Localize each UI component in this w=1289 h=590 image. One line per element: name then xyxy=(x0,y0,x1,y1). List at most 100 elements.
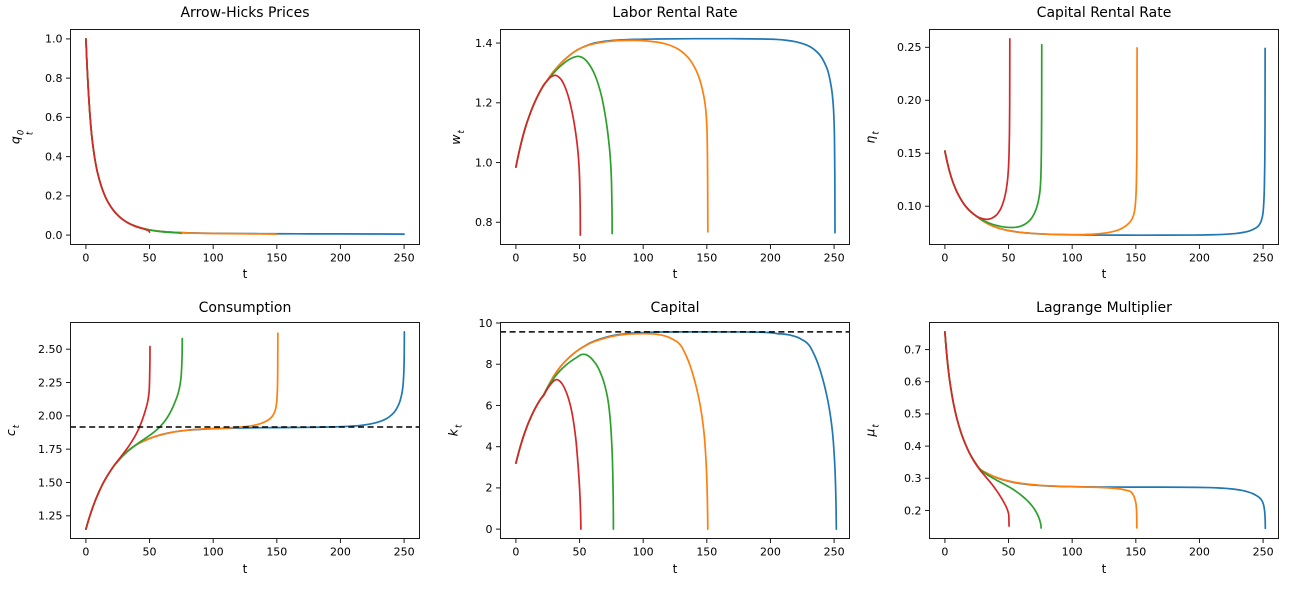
y-tick-label: 1.4 xyxy=(475,37,493,50)
series-line-T=75 xyxy=(515,353,615,530)
axes-frame xyxy=(500,322,850,539)
x-tick-label: 150 xyxy=(266,546,287,559)
x-axis-label: t xyxy=(242,267,248,281)
x-tick-label: 150 xyxy=(1125,546,1146,559)
y-tick-label: 0.2 xyxy=(45,190,63,203)
series-line-T=150 xyxy=(85,38,278,236)
y-tick-label: 1.0 xyxy=(475,156,493,169)
x-tick-label: 100 xyxy=(1062,546,1083,559)
x-tick-label: 250 xyxy=(394,252,415,265)
plot-area-capital-rental-rate: 0 50 100 150 200 250 0.10 0.15 0.20 0.25 xyxy=(897,29,1279,265)
x-axis-label: t xyxy=(1101,267,1107,281)
series-line-T=150 xyxy=(944,331,1138,529)
y-axis-variable: q xyxy=(7,136,23,145)
subplot-title: Labor Rental Rate xyxy=(612,5,738,21)
series-line-T=250 xyxy=(944,331,1267,530)
y-tick-label: 0.6 xyxy=(45,111,63,124)
y-axis-subscript: t xyxy=(871,130,882,135)
y-axis-subscript: t xyxy=(24,131,35,136)
x-tick-label: 200 xyxy=(1189,252,1210,265)
y-axis-subscript: t xyxy=(456,129,467,134)
series-line-T=250 xyxy=(85,38,405,235)
y-tick-label: 4 xyxy=(486,440,493,453)
x-tick-label: 0 xyxy=(512,252,519,265)
series-line-T=50 xyxy=(944,331,1010,527)
subplot-title: Arrow-Hicks Prices xyxy=(180,5,310,21)
x-axis-label: t xyxy=(1101,562,1107,576)
y-tick-label: 0.8 xyxy=(475,216,493,229)
y-tick-label: 8 xyxy=(486,358,493,371)
x-tick-label: 150 xyxy=(696,252,717,265)
x-tick-label: 200 xyxy=(330,546,351,559)
y-tick-label: 0.8 xyxy=(45,72,63,85)
y-axis-variable: c xyxy=(3,429,19,437)
y-tick-label: 0.2 xyxy=(904,504,922,517)
series-line-T=50 xyxy=(85,345,151,530)
plot-area-consumption: 0 50 100 150 200 250 1.25 1.50 1.75 2.00 2.25 2.50 xyxy=(38,322,420,559)
x-tick-label: 200 xyxy=(330,252,351,265)
y-tick-label: 0.4 xyxy=(904,440,922,453)
plot-area-capital: 0 50 100 150 200 250 0 2 4 6 8 10 xyxy=(479,317,850,559)
x-tick-label: 250 xyxy=(824,546,845,559)
y-axis-variable: w xyxy=(447,134,463,145)
series-line-T=250 xyxy=(85,331,406,530)
y-axis-variable: μ xyxy=(862,428,878,437)
y-tick-label: 0 xyxy=(486,523,493,536)
series-line-T=75 xyxy=(944,43,1043,229)
axes-frame xyxy=(929,29,1279,245)
x-tick-label: 100 xyxy=(1062,252,1083,265)
x-tick-label: 250 xyxy=(1253,546,1274,559)
y-tick-label: 1.75 xyxy=(38,443,63,456)
x-tick-label: 50 xyxy=(1002,252,1016,265)
x-tick-label: 100 xyxy=(203,546,224,559)
y-tick-label: 0.20 xyxy=(897,94,922,107)
axes-frame xyxy=(70,29,420,245)
x-tick-label: 50 xyxy=(573,252,587,265)
x-tick-label: 100 xyxy=(633,546,654,559)
y-tick-label: 2.25 xyxy=(38,376,63,389)
series-line-T=50 xyxy=(515,74,582,236)
y-axis-variable: k xyxy=(445,429,461,437)
y-tick-label: 0.15 xyxy=(897,147,922,160)
plot-series-group xyxy=(70,331,420,530)
series-line-T=50 xyxy=(944,38,1011,221)
x-tick-label: 50 xyxy=(143,252,157,265)
x-tick-label: 250 xyxy=(1253,252,1274,265)
x-tick-label: 50 xyxy=(1002,546,1016,559)
plot-area-lagrange-multiplier: 0 50 100 150 200 250 0.2 0.3 0.4 0.5 0.6 0.7 xyxy=(904,322,1279,559)
plot-area-labor-rental-rate: 0 50 100 150 200 250 0.8 1.0 1.2 1.4 xyxy=(475,29,850,265)
axes-frame xyxy=(500,29,850,245)
series-line-T=75 xyxy=(85,38,183,235)
plot-series-group xyxy=(515,37,836,236)
y-tick-label: 2 xyxy=(486,482,493,495)
y-tick-label: 1.50 xyxy=(38,476,63,489)
x-tick-label: 150 xyxy=(1125,252,1146,265)
x-tick-label: 250 xyxy=(824,252,845,265)
y-tick-label: 0.25 xyxy=(897,41,922,54)
y-tick-label: 1.2 xyxy=(475,97,493,110)
y-tick-label: 0.7 xyxy=(904,343,922,356)
x-tick-label: 0 xyxy=(82,252,89,265)
series-line-T=50 xyxy=(85,38,151,233)
subplot-title: Lagrange Multiplier xyxy=(1036,300,1172,316)
plot-area-arrow-hicks-prices: 0 50 100 150 200 250 0.0 0.2 0.4 0.6 0.8 1.0 xyxy=(45,29,420,265)
y-axis-subscript: t xyxy=(454,424,465,429)
series-line-T=250 xyxy=(944,47,1266,237)
y-tick-label: 0.3 xyxy=(904,472,922,485)
y-tick-label: 0.10 xyxy=(897,200,922,213)
plot-series-group xyxy=(85,38,405,236)
y-tick-label: 0.4 xyxy=(45,150,63,163)
y-tick-label: 10 xyxy=(479,317,493,330)
x-axis-label: t xyxy=(242,562,248,576)
axes-frame xyxy=(70,322,420,539)
